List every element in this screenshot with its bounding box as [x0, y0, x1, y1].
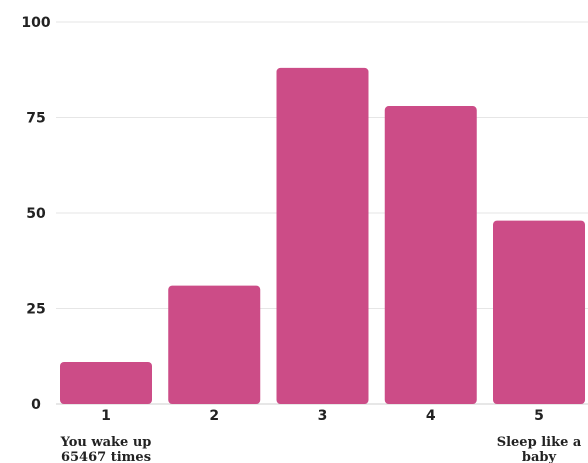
x-tick-label-1: 1 — [101, 408, 111, 424]
bar-3 — [276, 67, 369, 404]
high-end-label-line-2: baby — [522, 450, 557, 463]
bar-5 — [493, 220, 585, 404]
low-end-label-line-1: You wake up — [60, 435, 152, 450]
x-tick-label-3: 3 — [318, 408, 328, 424]
y-tick-label-25: 25 — [26, 302, 45, 318]
y-tick-label-100: 100 — [21, 15, 50, 31]
y-tick-label-75: 75 — [26, 111, 45, 127]
bar-1 — [60, 361, 152, 404]
x-tick-label-2: 2 — [209, 408, 219, 424]
x-axis-ticks: 1 2 3 4 5 — [101, 408, 544, 424]
x-tick-label-4: 4 — [426, 408, 436, 424]
x-tick-label-5: 5 — [534, 408, 544, 424]
y-tick-label-0: 0 — [31, 397, 41, 413]
low-end-label-line-2: 65467 times — [61, 450, 151, 463]
bars — [60, 67, 585, 404]
bar-4 — [384, 106, 477, 404]
y-tick-label-50: 50 — [26, 206, 46, 222]
bar-2 — [168, 285, 261, 404]
y-axis-ticks: 0 25 50 75 100 — [21, 15, 50, 413]
high-end-label-line-1: Sleep like a — [497, 435, 582, 450]
